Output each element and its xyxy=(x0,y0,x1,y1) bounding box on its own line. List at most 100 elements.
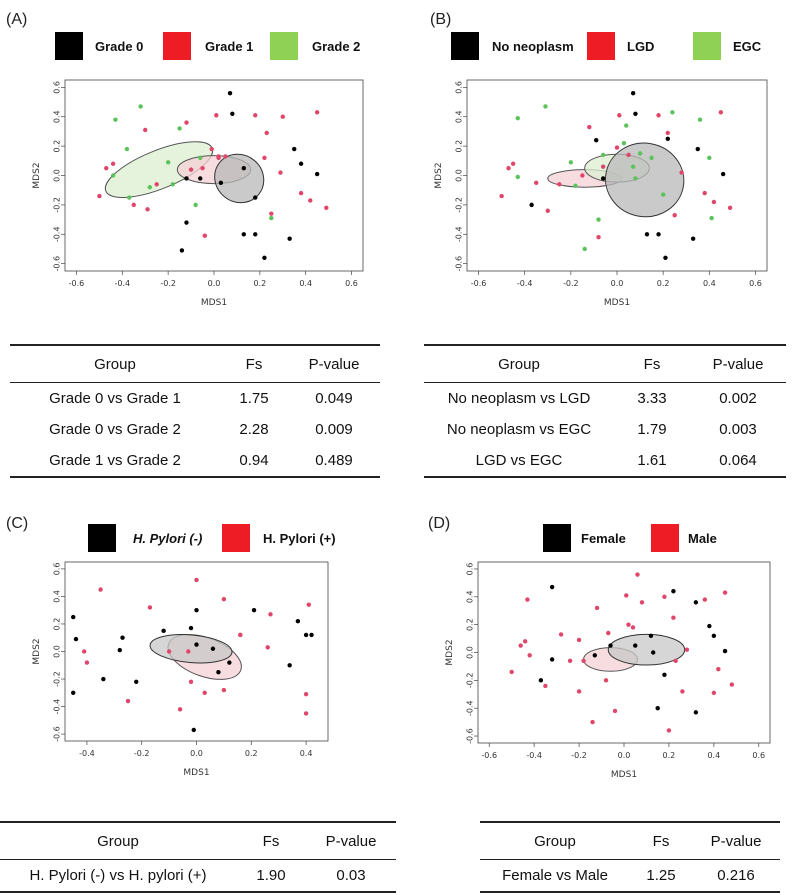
data-point xyxy=(727,205,733,211)
data-point xyxy=(594,605,600,611)
x-tick-label: 0.6 xyxy=(749,279,762,288)
data-point xyxy=(161,628,166,634)
data-point xyxy=(188,625,194,631)
data-point xyxy=(314,171,320,177)
data-point xyxy=(549,657,555,662)
data-point xyxy=(193,202,198,208)
table-cell: 3.33 xyxy=(637,390,667,407)
legend-item: Female xyxy=(543,524,626,552)
data-point xyxy=(117,647,122,653)
data-point xyxy=(600,164,606,169)
data-point xyxy=(110,173,116,178)
x-tick-label: 0.6 xyxy=(752,751,765,760)
confidence-ellipse xyxy=(149,634,233,664)
table-row: Grade 1 vs Grade 2 0.94 0.489 xyxy=(10,445,380,478)
data-point xyxy=(695,146,700,152)
y-tick-label: -0.6 xyxy=(455,256,464,272)
data-point xyxy=(209,146,214,152)
data-point xyxy=(101,676,106,682)
x-tick-label: -0.2 xyxy=(563,279,579,288)
data-point xyxy=(630,91,636,96)
data-point xyxy=(126,195,132,200)
data-point xyxy=(186,649,191,654)
x-tick-label: -0.4 xyxy=(115,279,131,288)
data-point xyxy=(680,689,685,694)
data-point xyxy=(600,152,606,158)
data-point xyxy=(722,590,728,595)
data-point xyxy=(557,182,562,187)
data-point xyxy=(693,600,699,605)
data-point xyxy=(166,649,172,654)
data-point xyxy=(97,193,102,199)
table-row: Grade 0 vs Grade 2 2.28 0.009 xyxy=(10,414,380,445)
data-point xyxy=(298,190,304,196)
data-point xyxy=(576,637,582,643)
legend-item: Male xyxy=(651,524,717,552)
data-point xyxy=(188,679,194,684)
data-point xyxy=(287,663,292,668)
x-tick-label: 0.4 xyxy=(300,749,313,758)
data-point xyxy=(518,643,523,648)
data-point xyxy=(269,211,274,216)
data-point xyxy=(214,113,219,118)
data-point xyxy=(154,182,159,187)
table-header: P-value xyxy=(288,344,380,383)
data-point xyxy=(202,233,208,238)
data-point xyxy=(612,708,618,714)
data-point xyxy=(303,711,309,716)
x-tick-label: -0.6 xyxy=(69,279,85,288)
x-tick-label: 0.0 xyxy=(611,279,624,288)
legend-swatch xyxy=(55,32,83,60)
y-tick-label: -0.2 xyxy=(53,197,62,213)
data-point xyxy=(626,152,631,158)
y-tick-label: 0.0 xyxy=(53,645,62,658)
table-cell: 2.28 xyxy=(239,421,269,438)
data-point xyxy=(194,642,199,647)
legend-swatch xyxy=(163,32,191,60)
x-tick-label: 0.0 xyxy=(208,279,221,288)
data-point xyxy=(608,643,613,648)
y-tick-label: 0.4 xyxy=(455,110,464,123)
table-cell: 0.94 xyxy=(220,445,288,478)
data-point xyxy=(98,587,103,592)
data-point xyxy=(253,232,258,237)
x-axis-label: MDS1 xyxy=(183,768,209,778)
data-point xyxy=(184,220,189,225)
data-point xyxy=(145,207,150,212)
table-cell: Female vs Male xyxy=(480,859,630,893)
data-point xyxy=(110,161,116,166)
data-point xyxy=(527,653,532,658)
panel-label: (D) xyxy=(428,515,450,532)
x-tick-label: 0.6 xyxy=(345,279,358,288)
legend-label: H. Pylori (+) xyxy=(263,531,336,546)
data-point xyxy=(671,589,676,594)
data-point xyxy=(303,632,309,638)
legend-swatch xyxy=(88,524,116,552)
data-point xyxy=(184,120,189,125)
x-tick-label: 0.2 xyxy=(253,279,266,288)
data-point xyxy=(241,165,246,171)
data-point xyxy=(227,91,233,96)
table-cell: No neoplasm vs LGD xyxy=(447,390,591,407)
data-point xyxy=(230,111,235,116)
data-point xyxy=(711,690,717,696)
legend-label: Grade 0 xyxy=(95,39,143,54)
data-point xyxy=(515,116,520,121)
table-cell: Grade 0 vs Grade 2 xyxy=(49,421,181,438)
y-tick-label: -0.6 xyxy=(53,256,62,272)
data-point xyxy=(223,154,228,159)
legend-item: LGD xyxy=(587,32,654,60)
data-point xyxy=(543,104,548,109)
legend-item: Grade 2 xyxy=(270,32,360,60)
table-cell: No neoplasm vs EGC xyxy=(446,421,592,438)
data-point xyxy=(216,155,221,161)
x-tick-label: -0.2 xyxy=(571,751,587,760)
data-point xyxy=(684,647,690,652)
data-point xyxy=(113,117,118,122)
confidence-ellipse xyxy=(607,633,686,666)
data-point xyxy=(656,113,661,118)
data-point xyxy=(707,623,712,629)
table-row: LGD vs EGC 1.61 0.064 xyxy=(424,445,786,478)
data-point xyxy=(592,653,597,658)
x-tick-label: 0.0 xyxy=(190,749,203,758)
